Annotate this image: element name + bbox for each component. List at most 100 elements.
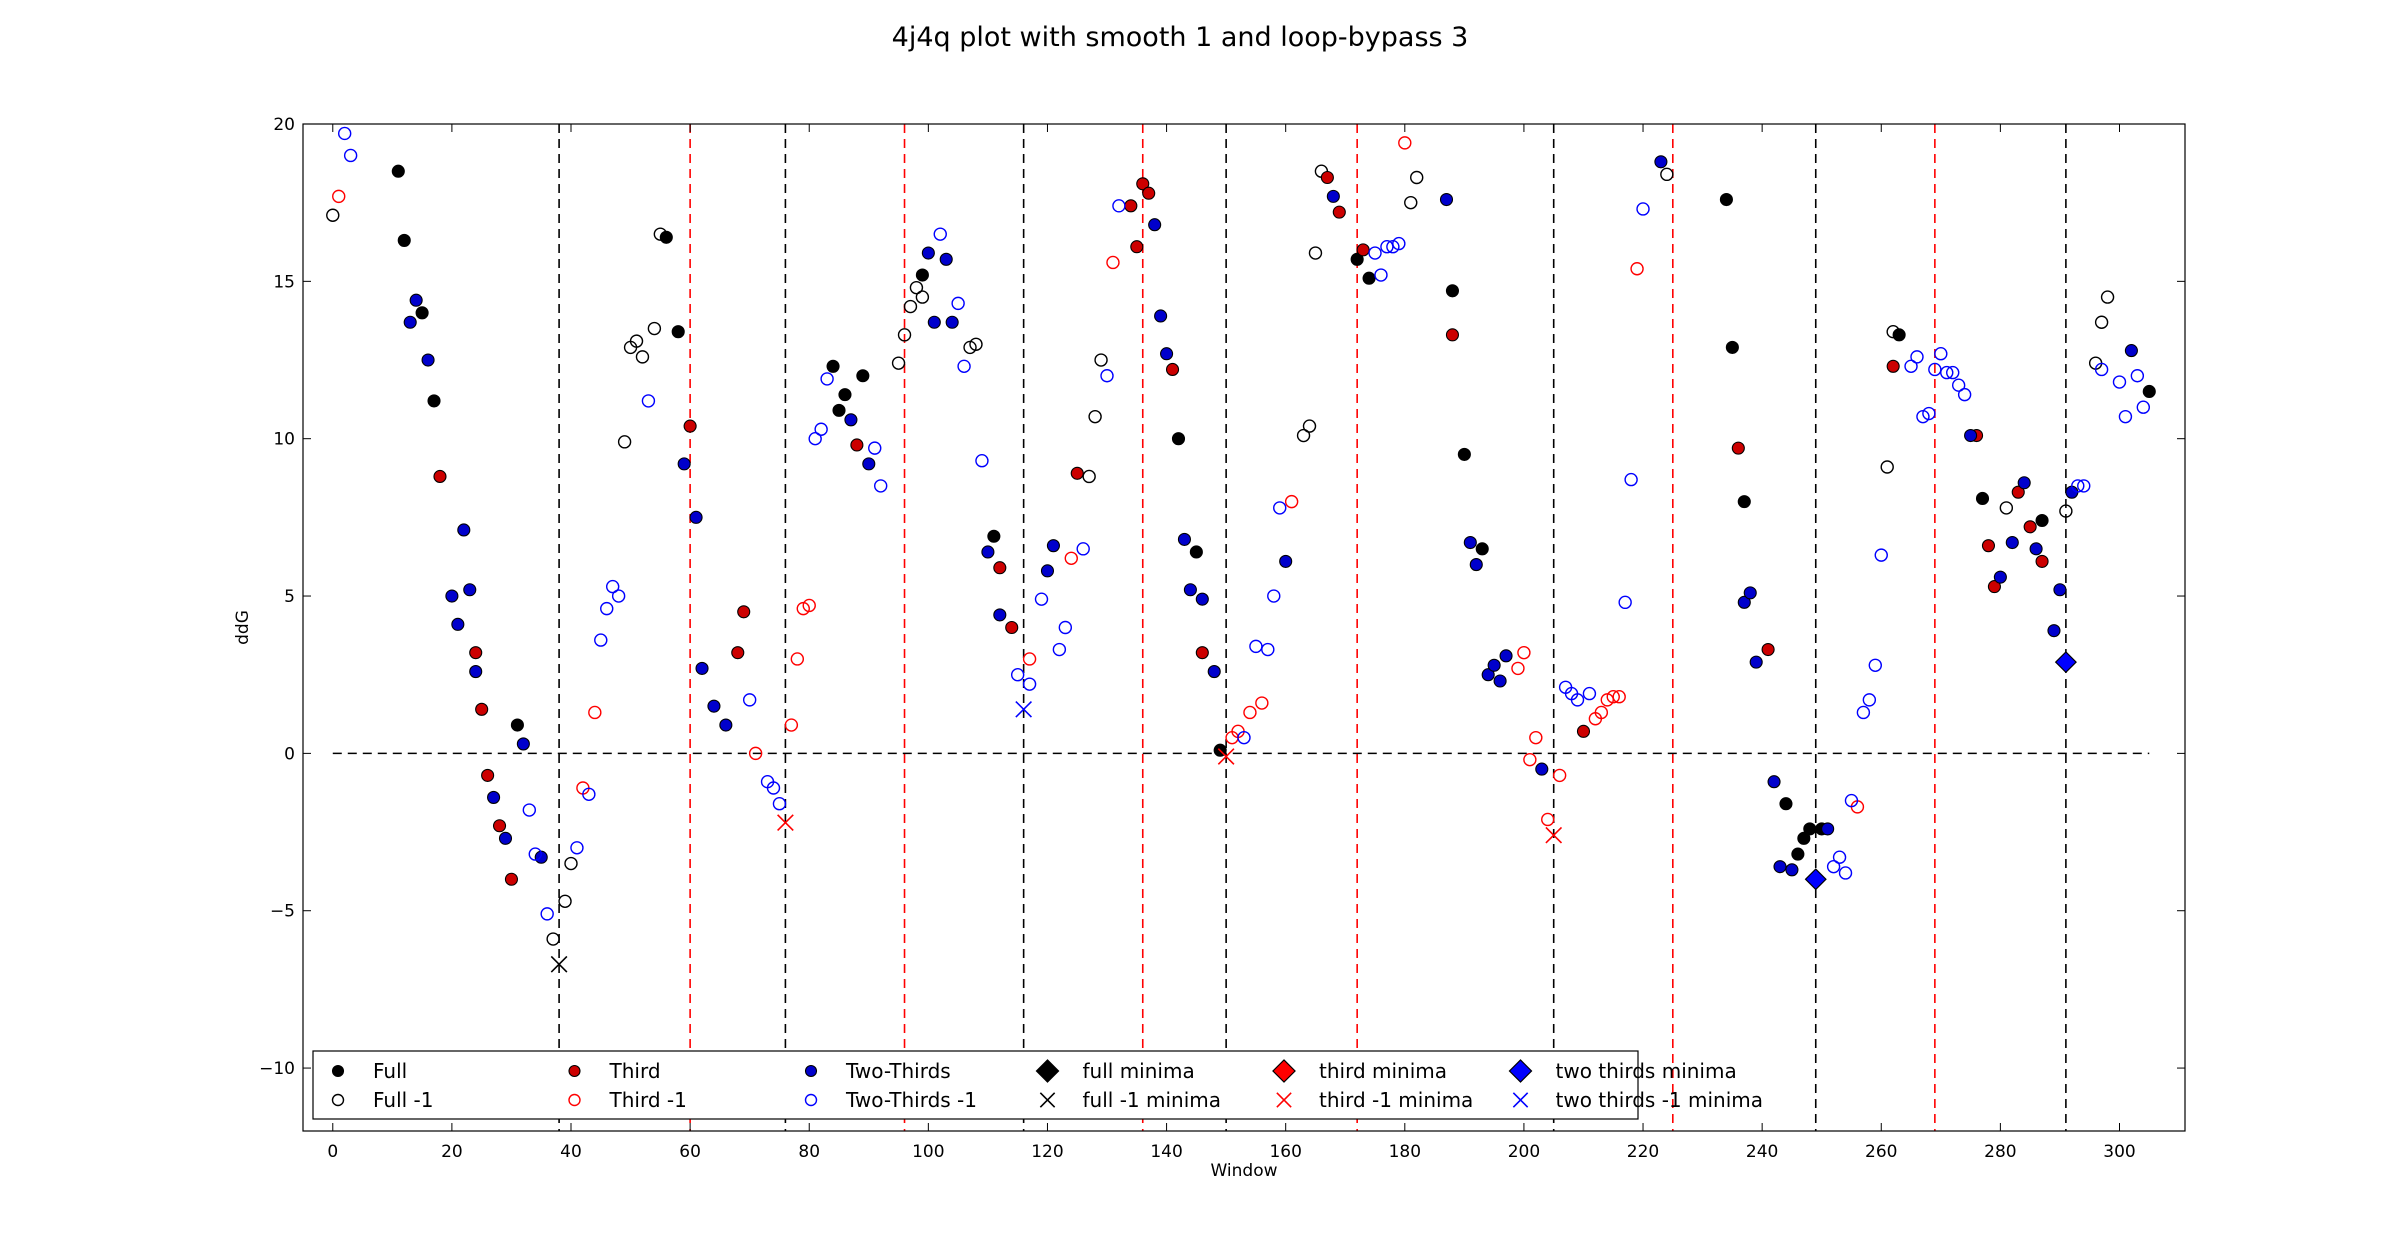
data-point [1022,652,1037,666]
data-point [403,315,417,329]
chart-title: 4j4q plot with smooth 1 and loop-bypass … [892,22,1469,53]
legend-marker [568,1064,581,1078]
data-point [1475,542,1489,556]
data-point [1058,620,1073,635]
data-point [1082,469,1096,484]
data-point [469,646,483,660]
data-point [1874,548,1888,562]
x-stroke [1039,1092,1056,1108]
data-point [737,605,751,619]
x-tick-label: 260 [1865,1142,1897,1162]
data-point [1195,646,1209,660]
data-point [915,268,929,282]
data-point [1499,649,1513,663]
data-point [2130,369,2145,383]
data-point [2017,476,2031,490]
series-10 [1804,651,2077,891]
data-point [777,814,794,831]
data-point [1975,491,1990,506]
data-point [1523,752,1537,767]
data-point [1636,202,1650,216]
legend-label: full -1 minima [1083,1088,1222,1112]
data-point [1922,406,1936,421]
data-point [1296,428,1311,443]
data-point [1487,658,1501,672]
data-point [1946,365,1960,380]
data-point [1594,705,1609,720]
data-point [2136,400,2151,414]
legend-item: two thirds -1 minima [1512,1088,1763,1112]
data-point [1130,240,1144,254]
data-point [2005,535,2019,550]
data-point [2112,375,2127,389]
legend-label: Two-Thirds [845,1059,951,1083]
legend-marker [568,1093,581,1107]
series-2 [433,170,2049,886]
legend-marker [1508,1059,1533,1083]
data-point [766,781,781,795]
data-point [802,598,816,613]
data-point [1940,365,1954,380]
data-point [1862,693,1877,707]
legend-label: Two-Thirds -1 [845,1088,977,1112]
data-point [1957,387,1972,402]
data-point [814,422,828,436]
data-point [415,306,429,320]
legend-marker [1276,1092,1292,1108]
data-point [481,768,495,782]
data-point [844,413,858,427]
data-point [1362,271,1376,285]
x-tick-label: 60 [679,1142,701,1162]
data-point [677,457,691,471]
data-point [993,561,1007,575]
legend-marker [804,1064,818,1078]
data-point [1803,822,1817,836]
data-point [433,469,447,484]
data-point [1826,859,1841,874]
data-point [1821,822,1835,836]
data-point [1797,831,1811,845]
legend-marker [1512,1092,1529,1108]
y-tick-label: 10 [273,430,295,450]
data-point [600,601,614,616]
series-0 [391,164,2156,861]
data-point [1910,350,1924,364]
plot-frame [302,123,2186,1132]
data-point [1737,495,1751,509]
data-point [731,646,745,660]
data-point [1392,236,1406,251]
data-point [850,438,864,452]
data-point [2118,409,2133,424]
data-points [326,126,2156,973]
data-point [1517,645,1531,660]
data-point [605,579,620,594]
data-point [540,907,554,921]
data-point [337,126,352,141]
x-tick-label: 180 [1389,1142,1421,1162]
legend-label: third -1 minima [1319,1088,1473,1112]
data-point [1660,167,1674,182]
series-3 [332,136,1865,827]
data-point [826,359,840,373]
data-point [1165,362,1180,377]
data-point [748,746,763,761]
legend-item: two thirds minima [1508,1059,1737,1083]
x-tick-label: 240 [1746,1142,1778,1162]
x-tick-label: 80 [798,1142,820,1162]
y-tick-label: −10 [259,1059,295,1079]
data-point [1511,661,1525,676]
data-point [1737,595,1751,609]
data-point [475,702,489,716]
data-point [1612,690,1626,704]
x-stroke [1217,748,1235,765]
data-point [975,454,989,468]
data-point [1445,328,1459,342]
data-point [558,894,572,908]
data-point [1535,762,1549,776]
data-point [2142,384,2156,399]
data-point [695,661,709,675]
data-point [1356,243,1370,257]
data-point [1160,347,1174,361]
data-point [528,847,542,861]
